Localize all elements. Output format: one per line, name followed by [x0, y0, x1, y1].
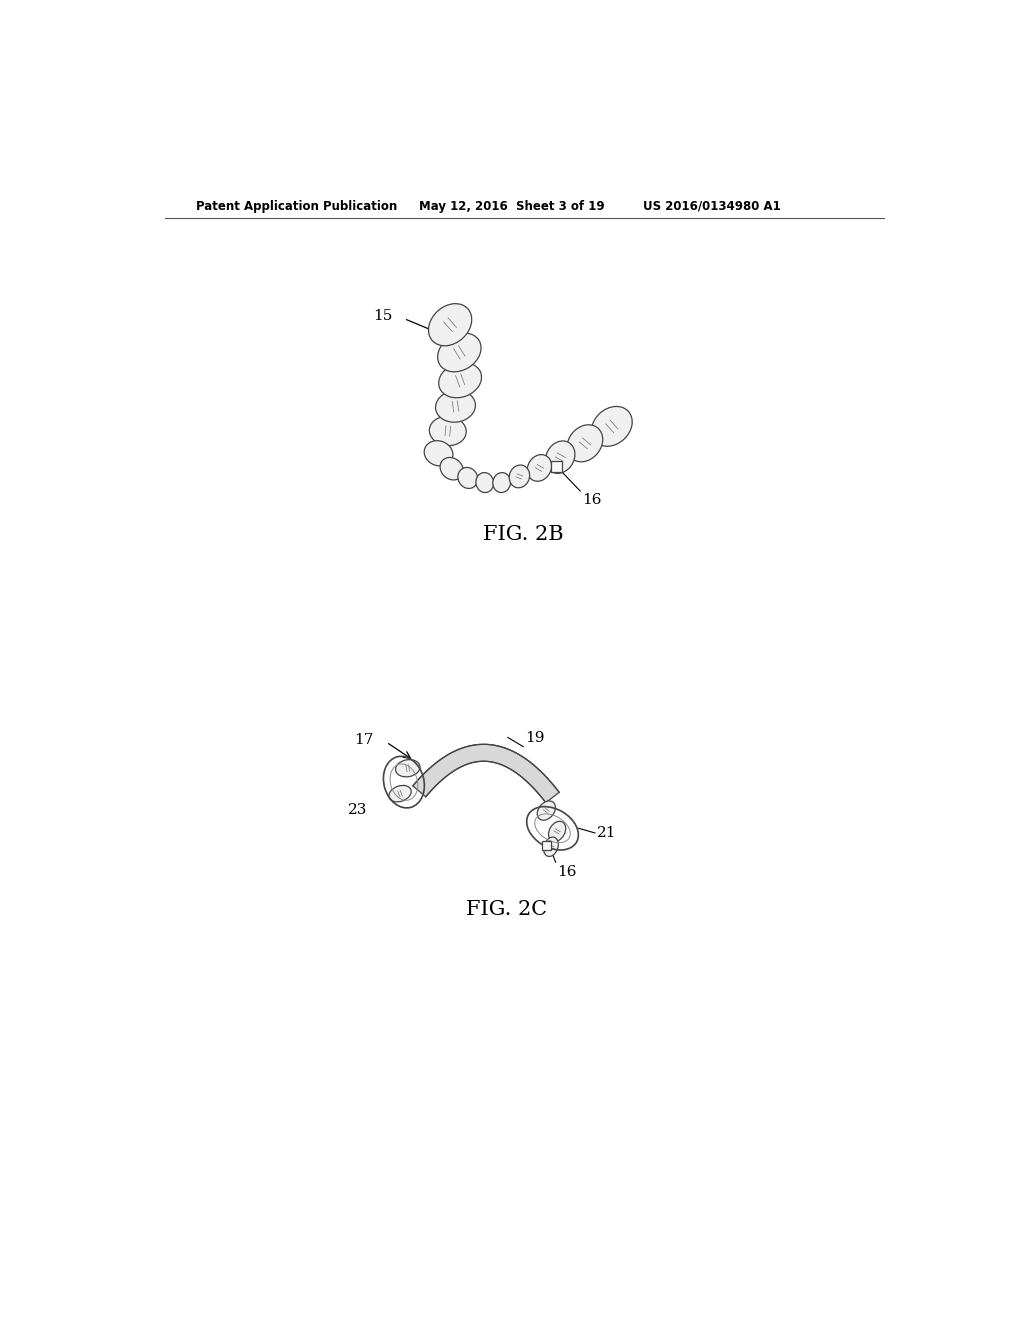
Text: May 12, 2016  Sheet 3 of 19: May 12, 2016 Sheet 3 of 19 [419, 199, 605, 213]
Polygon shape [413, 744, 559, 803]
Ellipse shape [544, 837, 558, 857]
Ellipse shape [527, 454, 552, 482]
Ellipse shape [428, 304, 472, 346]
Text: 15: 15 [373, 309, 392, 323]
Text: US 2016/0134980 A1: US 2016/0134980 A1 [643, 199, 780, 213]
Ellipse shape [546, 441, 574, 474]
Ellipse shape [458, 467, 478, 488]
Ellipse shape [435, 391, 475, 422]
Text: 16: 16 [557, 866, 577, 879]
Ellipse shape [395, 759, 420, 777]
Ellipse shape [592, 407, 632, 446]
Ellipse shape [440, 458, 463, 480]
Text: 17: 17 [354, 733, 374, 747]
Text: 23: 23 [348, 803, 368, 817]
Ellipse shape [424, 441, 453, 466]
Ellipse shape [549, 821, 565, 841]
Ellipse shape [493, 473, 511, 492]
Text: 16: 16 [583, 494, 602, 507]
Ellipse shape [429, 416, 466, 446]
Text: 19: 19 [524, 731, 545, 744]
Ellipse shape [476, 473, 494, 492]
Ellipse shape [509, 465, 529, 488]
Text: 21: 21 [597, 826, 616, 840]
Ellipse shape [438, 363, 481, 397]
Ellipse shape [538, 801, 555, 820]
Text: FIG. 2C: FIG. 2C [466, 900, 547, 919]
Ellipse shape [567, 425, 603, 462]
FancyBboxPatch shape [542, 841, 551, 850]
FancyBboxPatch shape [551, 461, 562, 471]
Ellipse shape [389, 785, 412, 801]
Text: Patent Application Publication: Patent Application Publication [196, 199, 397, 213]
Text: FIG. 2B: FIG. 2B [483, 524, 563, 544]
Ellipse shape [437, 333, 481, 372]
